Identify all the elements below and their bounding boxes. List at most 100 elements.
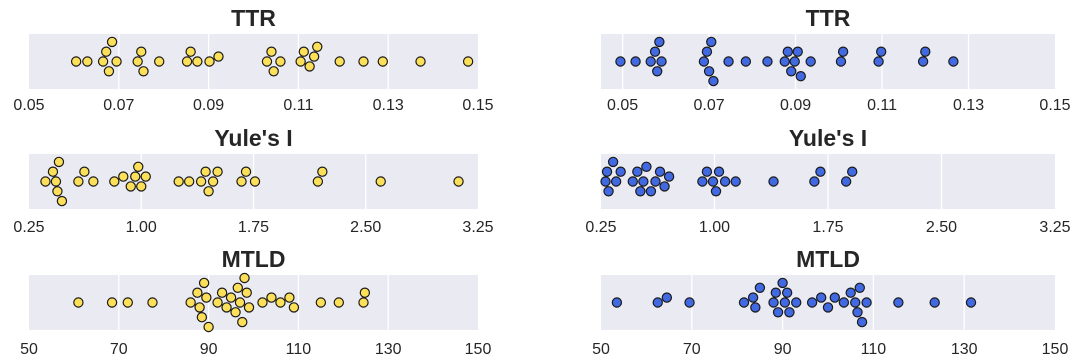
data-point — [601, 166, 613, 177]
panel-title: MTLD — [796, 246, 860, 272]
data-point — [603, 186, 614, 197]
data-point — [861, 297, 872, 308]
data-point — [805, 56, 816, 67]
data-point — [856, 316, 868, 328]
data-point — [965, 297, 977, 308]
data-point — [181, 56, 193, 67]
x-tick-label: 1.75 — [238, 219, 269, 236]
x-tick-label: 3.25 — [462, 219, 493, 236]
data-point — [225, 292, 237, 303]
data-point — [216, 287, 228, 298]
data-point — [196, 312, 208, 323]
data-point — [207, 176, 219, 187]
data-point — [697, 176, 708, 187]
data-point — [713, 166, 725, 177]
data-point — [97, 56, 109, 67]
x-tick-label: 0.11 — [283, 97, 313, 114]
panel-title: MTLD — [222, 246, 286, 272]
x-tick-label: 0.05 — [13, 97, 44, 114]
data-point — [377, 56, 389, 67]
data-point — [53, 156, 65, 168]
data-point — [73, 176, 84, 187]
data-point — [641, 161, 652, 172]
data-point — [304, 61, 315, 72]
data-point — [611, 297, 623, 308]
data-point — [663, 171, 675, 182]
x-tick-label: 110 — [286, 341, 312, 358]
data-point — [770, 287, 781, 298]
data-point — [615, 56, 626, 67]
x-tick-label: 0.05 — [607, 97, 638, 114]
panel-title: TTR — [806, 5, 851, 31]
data-point — [375, 176, 386, 187]
data-point — [917, 56, 929, 67]
data-point — [261, 56, 273, 67]
data-point — [781, 287, 793, 298]
chart-panel: 50 70 90 110 130 150 MTLD — [20, 246, 491, 358]
data-point — [192, 287, 203, 298]
data-point — [786, 66, 797, 77]
data-point — [221, 302, 232, 313]
data-point — [772, 307, 784, 318]
data-point — [779, 297, 791, 308]
data-point — [654, 36, 665, 48]
data-point — [730, 176, 741, 187]
data-point — [806, 297, 818, 308]
data-point — [232, 282, 243, 293]
data-point — [266, 292, 277, 303]
data-point — [317, 166, 328, 177]
data-point — [948, 56, 959, 67]
data-point — [122, 297, 133, 308]
data-point — [203, 186, 214, 197]
data-point — [298, 46, 309, 57]
data-point — [147, 297, 158, 308]
data-point — [136, 46, 147, 57]
x-tick-label: 2.50 — [926, 219, 957, 236]
data-point — [50, 176, 62, 187]
data-point — [708, 75, 719, 87]
data-point — [838, 297, 850, 308]
data-point — [284, 292, 295, 303]
x-tick-label: 0.07 — [694, 97, 725, 114]
data-point — [635, 186, 646, 197]
data-point — [762, 56, 773, 67]
x-tick-label: 0.13 — [953, 97, 984, 114]
data-point — [661, 292, 673, 303]
data-point — [109, 176, 120, 187]
data-point — [723, 56, 734, 67]
plot-area — [29, 275, 478, 330]
data-point — [754, 282, 766, 293]
panel-title: TTR — [231, 5, 276, 31]
data-point — [88, 176, 99, 187]
data-point — [243, 302, 255, 313]
data-point — [106, 36, 118, 48]
chart-panel: 0.25 1.00 1.75 2.50 3.25 Yule's I — [585, 125, 1070, 236]
data-point — [136, 181, 147, 192]
chart-panel: 0.05 0.07 0.09 0.11 0.13 0.15 TTR — [13, 5, 493, 114]
data-point — [645, 186, 657, 197]
data-point — [308, 51, 320, 62]
data-point — [288, 302, 300, 313]
data-point — [130, 171, 141, 182]
data-point — [462, 56, 474, 67]
data-point — [312, 176, 324, 187]
data-point — [236, 176, 247, 187]
data-point — [312, 41, 323, 53]
data-point — [257, 297, 268, 308]
data-point — [133, 161, 144, 172]
x-tick-label: 150 — [465, 341, 492, 358]
data-point — [920, 46, 931, 57]
data-point — [315, 297, 327, 308]
data-point — [750, 302, 761, 313]
data-point — [249, 176, 261, 187]
data-point — [777, 277, 788, 289]
x-tick-label: 0.07 — [103, 97, 134, 114]
data-point — [632, 166, 643, 177]
chart-panel: 50 70 90 110 130 150 MTLD — [592, 246, 1068, 358]
data-point — [659, 181, 670, 192]
data-point — [779, 56, 790, 67]
x-tick-label: 0.11 — [867, 97, 897, 114]
data-point — [815, 166, 826, 177]
data-point — [701, 46, 713, 57]
data-point — [275, 56, 286, 67]
